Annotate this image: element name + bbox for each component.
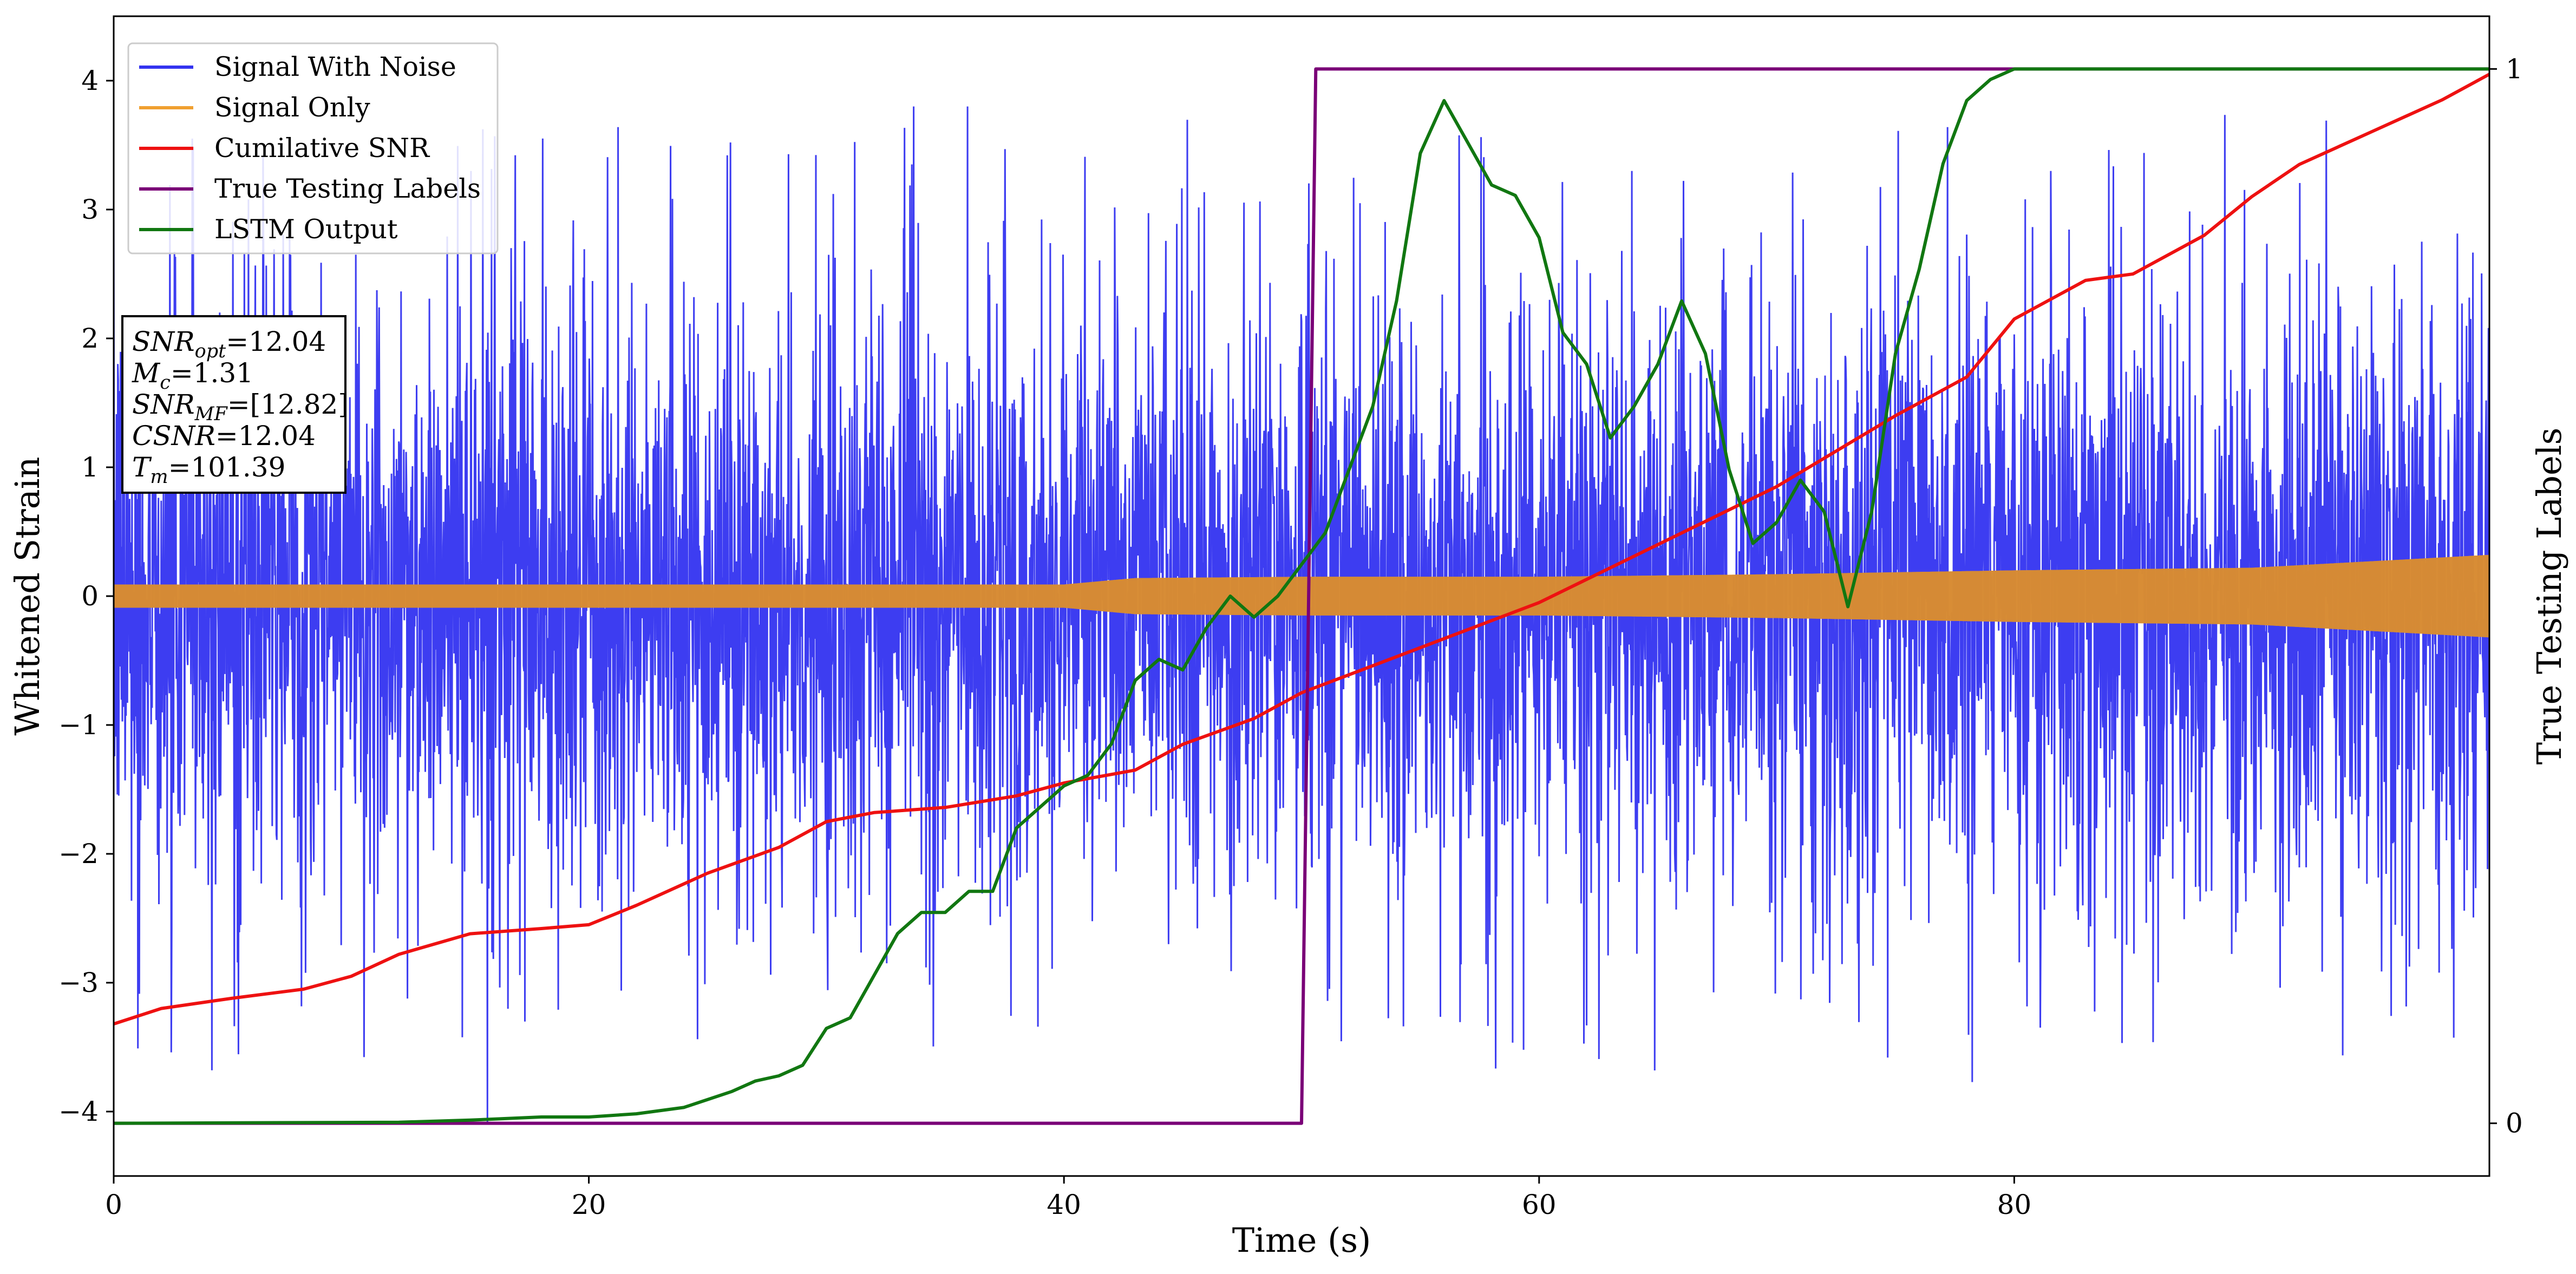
info-symbol: SNR [132, 389, 195, 420]
x-tick-label: 20 [572, 1189, 606, 1220]
info-box-line: Tm=101.39 [132, 452, 285, 488]
legend-label: True Testing Labels [214, 173, 481, 204]
x-tick-label: 0 [105, 1189, 122, 1220]
info-value: =12.04 [215, 420, 316, 452]
y-tick-label: 4 [81, 65, 99, 96]
line-series-group [114, 67, 2489, 1125]
signal-with-noise-line [114, 106, 2489, 1125]
info-symbol: T [132, 452, 152, 483]
info-box: SNRopt=12.04Mc=1.31SNRMF=[12.82]CSNR=12.… [121, 315, 349, 494]
y-tick-label: 0 [81, 580, 99, 612]
info-box-line: SNRopt=12.04 [132, 326, 326, 362]
true-testing-labels-line [114, 67, 2489, 1125]
info-subscript: c [160, 372, 171, 394]
x-tick-label: 80 [1997, 1189, 2032, 1220]
y-tick-label: −1 [58, 709, 99, 741]
info-symbol: M [132, 357, 161, 389]
legend: Signal With Noise Signal Only Cumilative S… [127, 42, 499, 254]
legend-frame [127, 42, 499, 254]
signal-only-band [114, 554, 2489, 638]
legend-label: Signal With Noise [214, 51, 456, 82]
info-value: =1.31 [171, 357, 253, 389]
y2-axis-title: True Testing Labels [2529, 428, 2569, 765]
info-subscript: opt [195, 341, 226, 362]
legend-label: Signal Only [214, 92, 370, 123]
y-tick-label: 2 [81, 323, 99, 354]
signal-with-noise-series [114, 106, 2489, 1125]
y-tick-label: −3 [58, 967, 99, 998]
x-axis-title: Time (s) [1232, 1220, 1371, 1260]
y-axis-title: Whitened Strain [8, 457, 47, 736]
x-tick-label: 40 [1047, 1189, 1081, 1220]
info-value: =[12.82] [227, 389, 349, 420]
y-tick-label: 1 [81, 452, 99, 483]
info-box-frame [121, 315, 346, 494]
y-tick-label: −4 [58, 1096, 99, 1127]
info-subscript: m [150, 466, 168, 488]
info-box-line: Mc=1.31 [132, 357, 253, 394]
legend-label: LSTM Output [214, 214, 398, 245]
info-value: =101.39 [168, 452, 286, 483]
lstm-output-line [114, 67, 2489, 1125]
info-box-line: CSNR=12.04 [132, 420, 316, 452]
y2-tick-label: 1 [2506, 53, 2523, 84]
y-tick-label: −2 [58, 838, 99, 870]
info-box-line: SNRMF=[12.82] [132, 389, 349, 425]
x-tick-label: 60 [1522, 1189, 1557, 1220]
signal-only-series [114, 554, 2489, 638]
cumulative-snr-line [114, 73, 2489, 1026]
y-tick-label: 3 [81, 194, 99, 225]
info-subscript: MF [194, 403, 228, 425]
info-symbol: SNR [132, 326, 195, 357]
legend-label: Cumilative SNR [214, 133, 430, 164]
y2-tick-label: 0 [2506, 1108, 2523, 1139]
info-value: =12.04 [226, 326, 326, 357]
info-symbol: CSNR [132, 420, 215, 452]
